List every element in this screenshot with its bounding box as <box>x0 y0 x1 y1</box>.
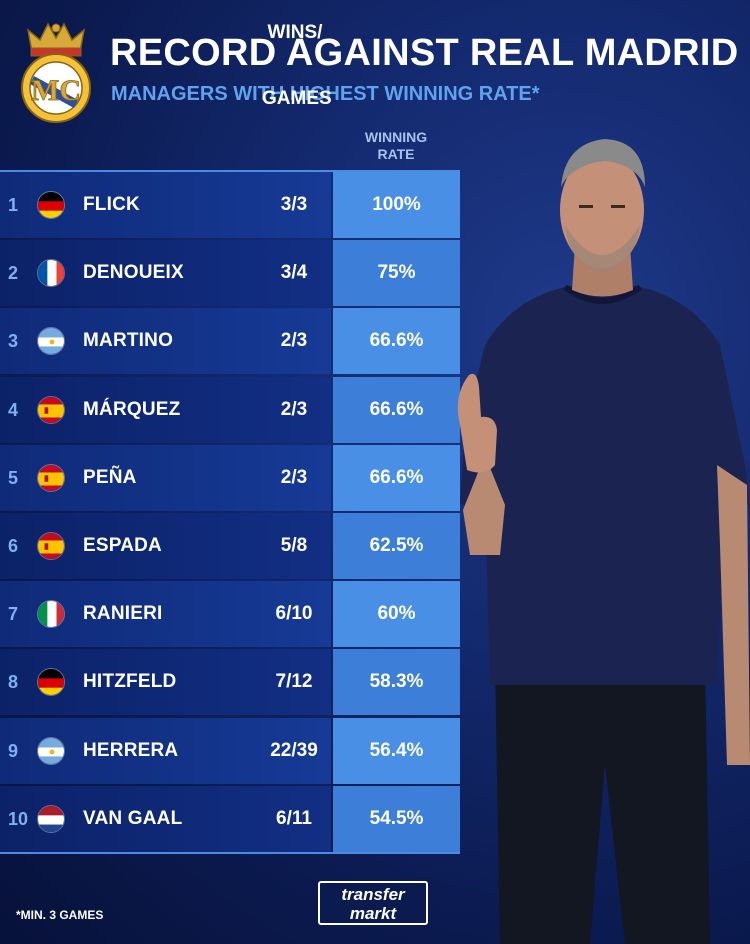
rank-number: 10 <box>8 808 29 829</box>
rate-cell <box>333 376 460 443</box>
italy-flag-icon <box>37 600 65 629</box>
manager-name: FLICK <box>83 194 140 215</box>
rank-number: 1 <box>8 195 19 215</box>
wins-games-value: 3/4 <box>280 262 308 284</box>
manager-name: MÁRQUEZ <box>83 398 181 420</box>
table-row: 1 FLICK 3/3 100% <box>0 172 460 238</box>
rate-cell <box>333 308 460 375</box>
germany-flag-icon <box>37 191 65 219</box>
wins-games-value: 2/3 <box>280 466 308 488</box>
manager-name: ESPADA <box>83 535 162 556</box>
manager-name: DENOUEIX <box>83 262 184 284</box>
argentina-flag-icon <box>37 327 65 356</box>
table-row: 2 DENOUEIX 3/4 75% <box>0 240 460 307</box>
table-bottom-divider <box>0 852 460 854</box>
wins-games-value: 22/39 <box>270 739 318 761</box>
wins-games-value: 2/3 <box>280 398 308 420</box>
rank-number: 7 <box>8 604 19 625</box>
table-row: 7 RANIERI 6/10 60% <box>0 581 460 648</box>
rank-number: 4 <box>8 399 19 420</box>
manager-name: MARTINO <box>83 330 174 352</box>
wins-column-header: WINS/ GAMES <box>262 22 332 109</box>
spain-flag-icon <box>37 395 65 424</box>
wins-games-value: 6/11 <box>276 807 312 829</box>
table-row: 5 PEÑA 2/3 66.6% <box>0 444 460 511</box>
france-flag-icon <box>37 259 65 288</box>
table-top-divider <box>0 170 460 172</box>
rate-cell <box>333 172 460 238</box>
spain-flag-icon <box>37 463 65 492</box>
table-row: 4 MÁRQUEZ 2/3 66.6% <box>0 376 460 443</box>
winning-rate-value: 66.6% <box>369 330 424 352</box>
manager-name: PEÑA <box>83 466 137 488</box>
rank-number: 5 <box>8 467 19 488</box>
table-row: 9 HERRERA 22/39 56.4% <box>0 717 460 784</box>
rank-number: 3 <box>8 331 19 352</box>
winning-rate-value: 75% <box>377 262 416 284</box>
wins-games-value: 7/12 <box>275 671 313 693</box>
netherlands-flag-icon <box>37 804 65 833</box>
rate-cell <box>333 785 460 852</box>
svg-text:MC: MC <box>31 74 81 107</box>
rank-number: 2 <box>8 263 19 284</box>
rank-number: 8 <box>8 672 19 693</box>
winning-rate-value: 100% <box>372 194 421 215</box>
table-row: 3 MARTINO 2/3 66.6% <box>0 308 460 375</box>
manager-name: HERRERA <box>83 739 179 761</box>
wins-games-value: 5/8 <box>280 535 308 556</box>
manager-name: VAN GAAL <box>83 807 183 829</box>
rate-cell <box>333 444 460 511</box>
spain-flag-icon <box>37 532 65 560</box>
argentina-flag-icon <box>37 736 65 765</box>
real-madrid-crest-icon: MC <box>21 22 91 123</box>
manager-name: HITZFELD <box>83 671 177 693</box>
rank-number: 9 <box>8 740 19 761</box>
winning-rate-value: 62.5% <box>369 535 424 556</box>
page-subtitle: MANAGERS WITH HIGHEST WINNING RATE* <box>111 83 540 105</box>
wins-games-value: 3/3 <box>280 194 308 215</box>
winning-rate-value: 66.6% <box>369 466 424 488</box>
rate-column-header: WINNING RATE <box>364 129 428 162</box>
rate-cell <box>333 513 460 579</box>
wins-games-value: 2/3 <box>280 330 308 352</box>
winning-rate-value: 60% <box>377 603 416 625</box>
table-row: 10 VAN GAAL 6/11 54.5% <box>0 785 460 852</box>
rate-cell <box>333 581 460 648</box>
winning-rate-value: 66.6% <box>369 398 424 420</box>
rank-number: 6 <box>8 536 19 556</box>
wins-games-value: 6/10 <box>275 603 313 625</box>
manager-photo <box>457 139 750 944</box>
footnote: *MIN. 3 GAMES <box>16 908 104 922</box>
germany-flag-icon <box>37 668 65 697</box>
winning-rate-value: 58.3% <box>369 671 424 693</box>
winning-rate-value: 54.5% <box>369 807 424 829</box>
table-row: 8 HITZFELD 7/12 58.3% <box>0 649 460 716</box>
manager-name: RANIERI <box>83 603 163 625</box>
table-row: 6 ESPADA 5/8 62.5% <box>0 513 460 579</box>
page-title: RECORD AGAINST REAL MADRID <box>110 32 739 74</box>
rate-cell <box>333 717 460 784</box>
rate-cell <box>333 240 460 307</box>
transfermarkt-logo: transfer markt <box>318 881 428 925</box>
rate-cell <box>333 649 460 716</box>
winning-rate-value: 56.4% <box>369 739 424 761</box>
